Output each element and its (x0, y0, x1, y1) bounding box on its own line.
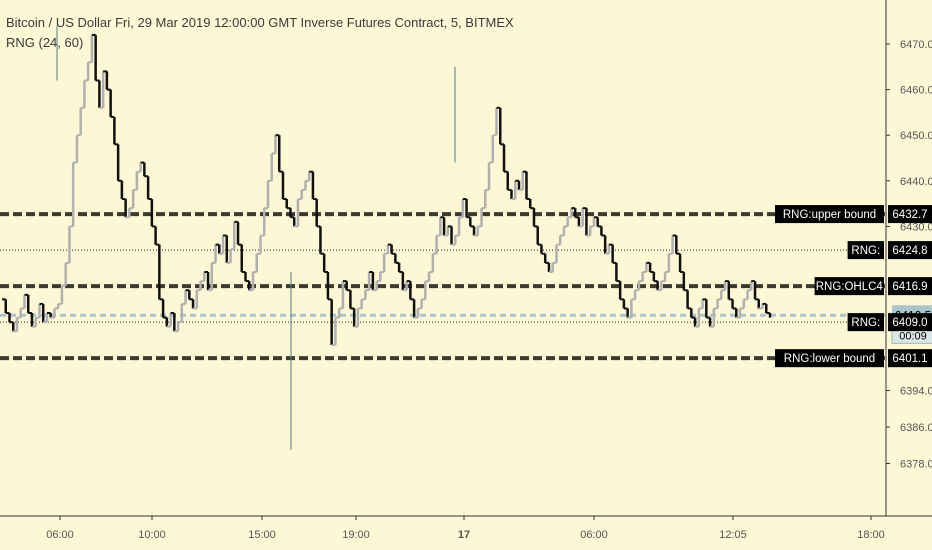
countdown-text: 00:09 (899, 330, 927, 342)
y-tick-label: 6378.0 (900, 459, 932, 471)
y-tick-label: 6450.0 (900, 130, 932, 142)
level-value: 6409.0 (892, 317, 927, 329)
level-value-tag[interactable] (888, 313, 932, 332)
chart-title-block: Bitcoin / US Dollar Fri, 29 Mar 2019 12:… (6, 13, 514, 53)
level-value: 6401.1 (892, 353, 927, 365)
level-name: RNG: (851, 245, 880, 257)
symbol-title: Bitcoin / US Dollar Fri, 29 Mar 2019 12:… (6, 15, 514, 30)
level-value-tag[interactable] (888, 241, 932, 260)
x-tick-label: 10:00 (138, 529, 166, 541)
level-name-tag[interactable] (775, 205, 884, 224)
level-value: 6416.9 (892, 281, 927, 293)
y-tick-label: 6394.0 (900, 386, 932, 398)
level-name: RNG:upper bound (783, 209, 876, 221)
level-name-tag[interactable] (847, 313, 884, 332)
level-name: RNG:OHLC4 (816, 281, 884, 293)
level-name-tag[interactable] (814, 277, 884, 296)
level-name: RNG:lower bound (784, 353, 875, 365)
y-tick-label: 6470.0 (900, 39, 932, 51)
y-tick-label: 6430.0 (900, 221, 932, 233)
level-name-tag[interactable] (847, 241, 884, 260)
level-value-tag[interactable] (888, 205, 932, 224)
level-value: 6432.7 (892, 209, 927, 221)
x-tick-label: 19:00 (342, 529, 370, 541)
level-name: RNG: (851, 317, 880, 329)
y-tick-label: 6386.0 (900, 422, 932, 434)
x-tick-label: 12:05 (719, 529, 747, 541)
indicator-label[interactable]: RNG (24, 60) (6, 35, 84, 50)
level-value-tag[interactable] (888, 349, 932, 368)
x-tick-label: 17 (458, 529, 470, 541)
level-name-tag[interactable] (775, 349, 884, 368)
x-tick-label: 18:00 (857, 529, 885, 541)
level-value-tag[interactable] (888, 277, 932, 296)
x-tick-label: 15:00 (248, 529, 276, 541)
y-tick-label: 6440.0 (900, 176, 932, 188)
x-tick-label: 06:00 (580, 529, 608, 541)
x-tick-label: 06:00 (46, 529, 74, 541)
y-tick-label: 6460.0 (900, 85, 932, 97)
level-value: 6424.8 (892, 245, 927, 257)
